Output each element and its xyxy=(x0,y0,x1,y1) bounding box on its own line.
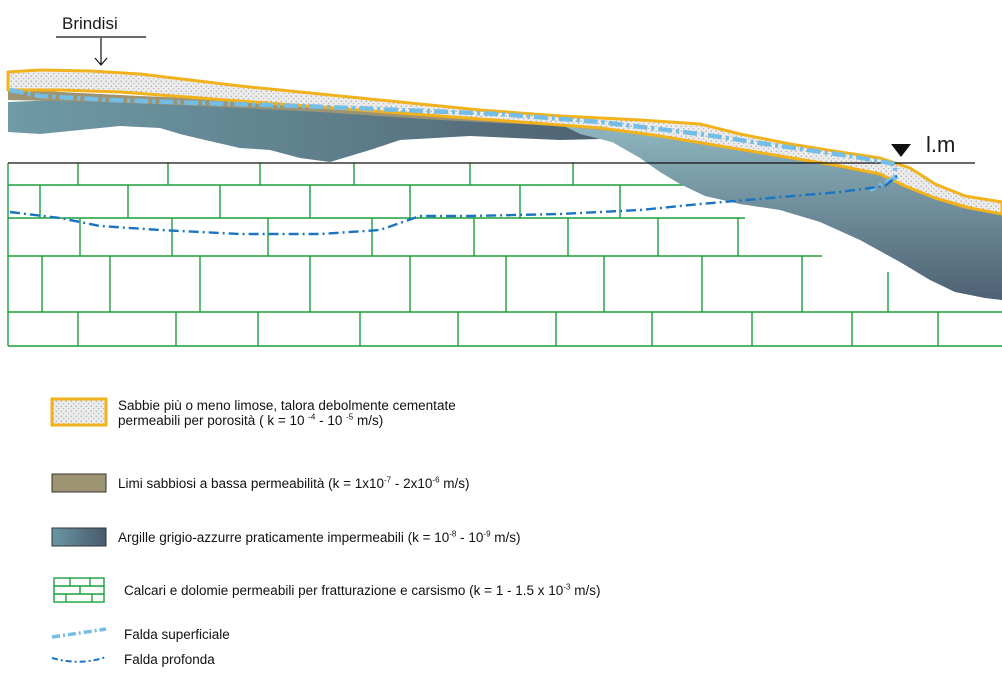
sea-level-label: l.m xyxy=(926,132,956,157)
legend-swatch-clays xyxy=(51,527,107,547)
brindisi-arrow-head xyxy=(94,57,108,66)
silt-layer xyxy=(8,88,1002,214)
limestone-blocks xyxy=(7,163,1002,347)
shallow-aquifer-line xyxy=(9,87,898,193)
deep-aquifer-line xyxy=(9,175,898,236)
legend-swatch-silts xyxy=(51,473,107,493)
legend-swatch-shallow-aquifer xyxy=(51,627,107,639)
sea-level-marker xyxy=(891,144,911,157)
place-label-brindisi: Brindisi xyxy=(62,14,118,33)
clay-layer-right xyxy=(560,124,1002,300)
clay-layer-left xyxy=(8,100,640,162)
legend-swatch-deep-aquifer xyxy=(51,656,107,663)
legend-swatch-sands xyxy=(50,397,108,427)
sand-layer xyxy=(6,68,1002,216)
legend-swatch-limestone xyxy=(53,577,105,603)
